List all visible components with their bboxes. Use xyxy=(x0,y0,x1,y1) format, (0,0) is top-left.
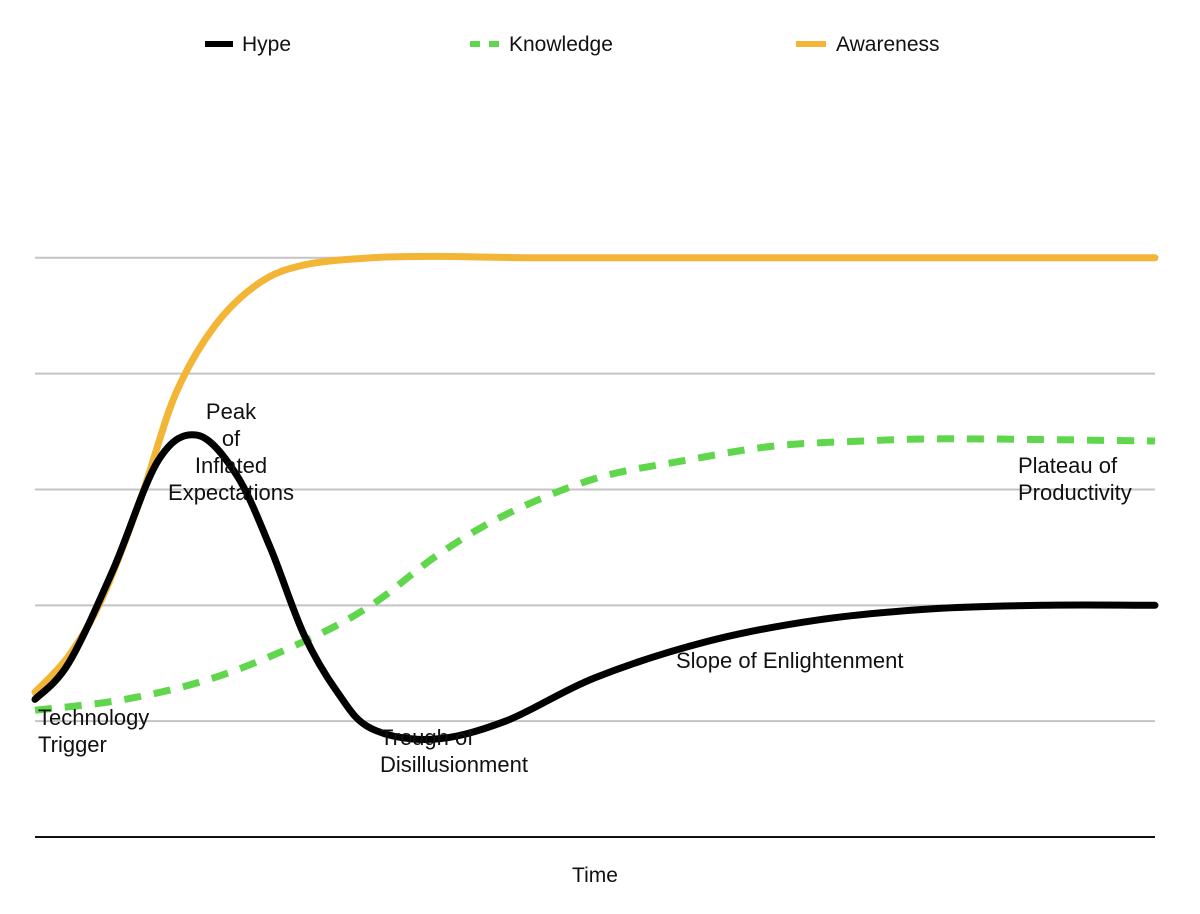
annotation-peak-line-4: Expectations xyxy=(168,480,294,505)
annotation-trigger-line-2: Trigger xyxy=(38,732,107,757)
annotation-plateau-line-2: Productivity xyxy=(1018,480,1132,505)
annotation-slope-line-1: Slope of Enlightenment xyxy=(676,648,904,673)
annotation-peak: Peak of Inflated Expectations xyxy=(168,399,294,505)
annotation-peak-line-3: Inflated xyxy=(195,453,267,478)
annotation-trough-line-2: Disillusionment xyxy=(380,752,528,777)
annotation-trigger: Technology Trigger xyxy=(38,705,149,757)
legend: Hype Knowledge Awareness xyxy=(205,33,940,56)
legend-label-hype: Hype xyxy=(242,33,291,56)
legend-item-knowledge: Knowledge xyxy=(470,33,613,56)
annotation-slope: Slope of Enlightenment xyxy=(676,648,904,673)
series-lines xyxy=(31,252,1159,743)
annotation-trigger-line-1: Technology xyxy=(38,705,149,730)
series-line-knowledge xyxy=(34,435,1156,714)
annotation-peak-line-2: of xyxy=(222,426,241,451)
legend-item-hype: Hype xyxy=(205,33,291,56)
annotation-peak-line-1: Peak xyxy=(206,399,257,424)
legend-label-awareness: Awareness xyxy=(836,33,940,56)
series-line-hype xyxy=(31,431,1159,743)
x-axis-label: Time xyxy=(572,864,618,887)
annotation-trough: Trough of Disillusionment xyxy=(380,725,528,777)
legend-label-knowledge: Knowledge xyxy=(509,33,613,56)
legend-item-awareness: Awareness xyxy=(796,33,940,56)
annotation-plateau: Plateau of Productivity xyxy=(1018,453,1132,505)
annotation-plateau-line-1: Plateau of xyxy=(1018,453,1118,478)
annotation-trough-line-1: Trough of xyxy=(380,725,474,750)
